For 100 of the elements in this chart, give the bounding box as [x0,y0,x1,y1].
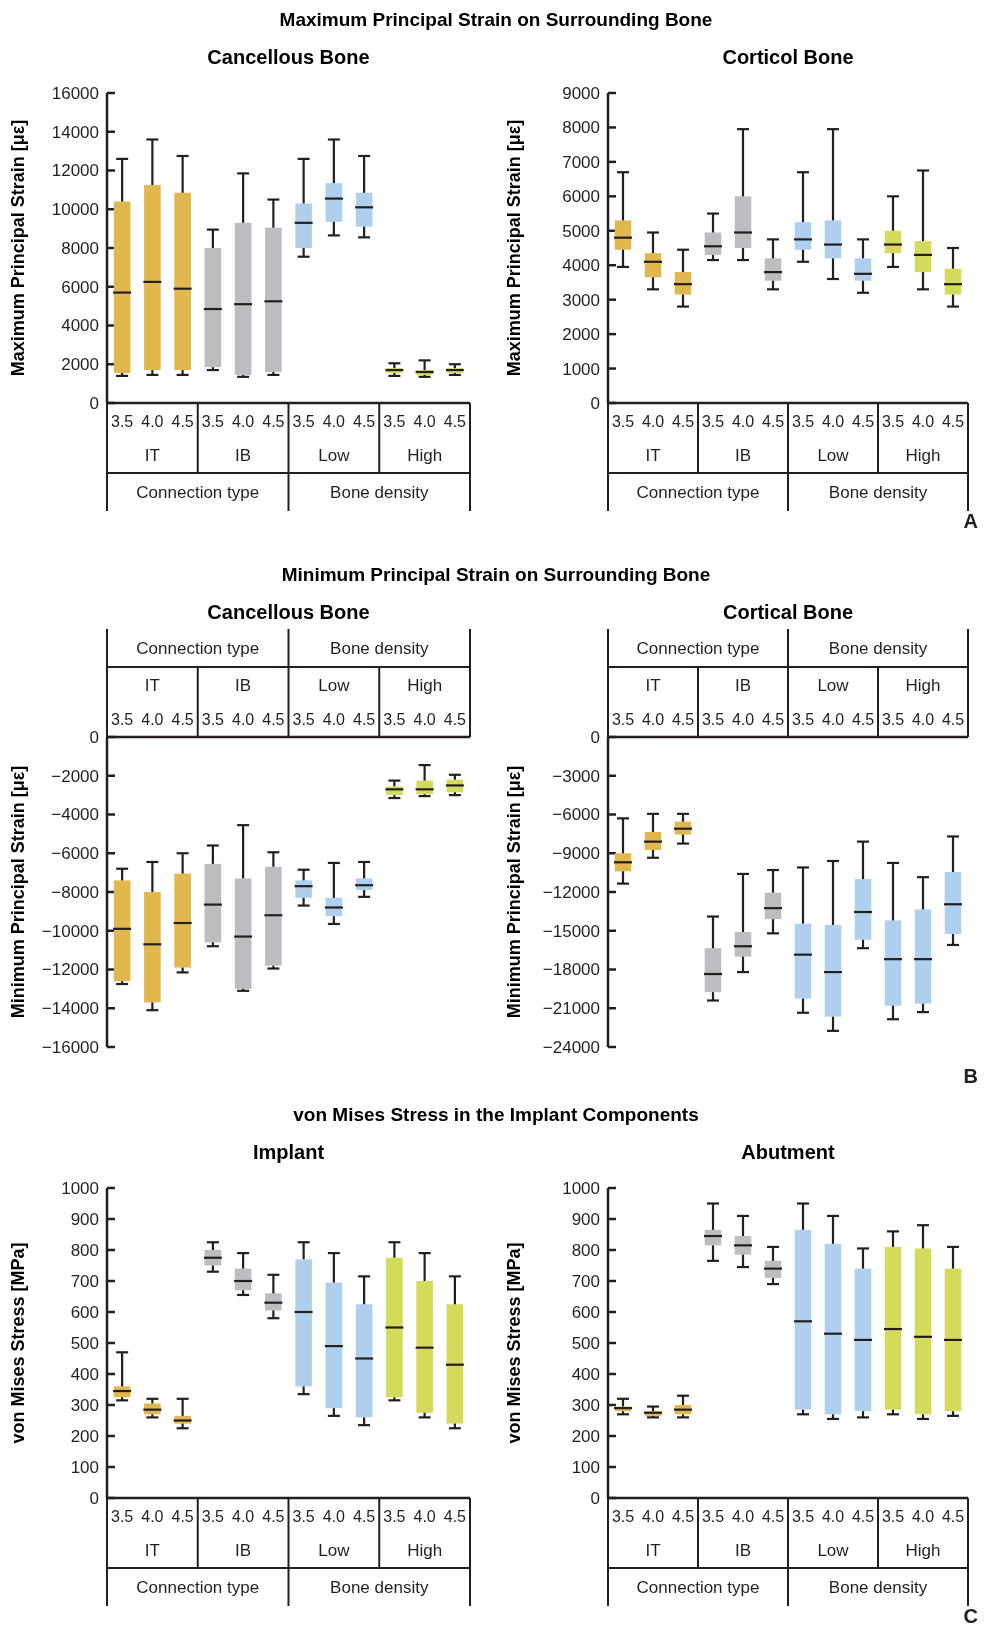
x-tick-label: 4.0 [413,412,436,430]
text: B [963,1065,978,1087]
x-tick-label: 4.5 [851,412,875,430]
y-tick-label: 200 [571,1426,600,1446]
x-tick-label: 4.0 [821,710,845,728]
x-tick-label: 3.5 [881,412,905,430]
y-tick-label: −12000 [542,882,600,902]
text: Low [817,445,850,465]
x-tick-label: 4.0 [322,710,346,728]
text: IT [144,1540,160,1560]
x-tick-label: 4.5 [262,710,285,728]
y-tick-label: 4000 [61,316,99,336]
text: Connection type [136,638,260,658]
x-tick-label: 3.5 [292,1507,315,1525]
x-tick-label: 4.5 [353,710,376,728]
y-tick-label: 700 [571,1271,600,1291]
x-tick-label: 4.0 [413,1507,436,1525]
y-axis-title: Minimum Principal Strain [με] [504,765,524,1019]
x-tick-label: 4.0 [731,1507,755,1525]
y-tick-label: 8000 [61,238,99,258]
chart-subtitle: Cancellous Bone [207,46,370,68]
y-tick-label: −15000 [542,921,600,941]
y-tick-label: 1000 [61,1178,99,1198]
text: Low [817,1540,850,1560]
x-tick-label: 3.5 [611,412,635,430]
x-tick-label: 3.5 [292,412,315,430]
y-tick-label: −8000 [51,882,99,902]
y-tick-label: 1000 [562,1178,600,1198]
x-tick-label: 3.5 [701,710,725,728]
x-tick-label: 3.5 [292,710,315,728]
x-tick-label: 3.5 [881,710,905,728]
y-tick-label: 600 [70,1302,99,1322]
x-tick-label: 4.5 [262,412,285,430]
x-tick-label: 4.5 [171,1507,194,1525]
x-tick-label: 4.0 [232,1507,255,1525]
y-tick-label: −24000 [542,1037,600,1057]
y-tick-label: 900 [70,1209,99,1229]
text: High [407,1540,443,1560]
x-tick-label: 4.0 [821,412,845,430]
y-tick-label: −16000 [41,1037,99,1057]
text: IB [734,675,752,695]
chart-title: Minimum Principal Strain on Surrounding Bone [281,564,711,585]
y-axis-title: Maximum Principal Strain [με] [8,119,28,377]
x-tick-label: 4.0 [641,1507,665,1525]
x-tick-label: 4.5 [941,710,965,728]
x-tick-label: 4.5 [851,1507,875,1525]
text: High [905,445,941,465]
y-tick-label: 0 [590,727,600,747]
x-tick-label: 4.5 [262,1507,285,1525]
text: High [407,675,443,695]
x-tick-label: 3.5 [791,1507,815,1525]
text: Low [318,675,351,695]
text: Bone density [828,1577,928,1597]
text: IB [734,1540,752,1560]
x-tick-label: 4.0 [731,710,755,728]
x-tick-label: 4.5 [851,710,875,728]
y-tick-label: 200 [70,1426,99,1446]
x-tick-label: 4.0 [413,710,436,728]
y-tick-label: 8000 [562,118,600,138]
y-tick-label: −12000 [41,960,99,980]
y-tick-label: 800 [70,1240,99,1260]
x-tick-label: 4.0 [141,1507,164,1525]
y-tick-label: 100 [571,1457,600,1477]
y-tick-label: 0 [590,393,600,413]
x-tick-label: 3.5 [201,710,225,728]
y-tick-label: 400 [70,1364,99,1384]
chart-title: von Mises Stress in the Implant Components [293,1104,699,1125]
x-tick-label: 4.0 [821,1507,845,1525]
text: Low [817,675,850,695]
x-tick-label: 4.0 [911,1507,935,1525]
x-tick-label: 3.5 [201,1507,225,1525]
x-tick-label: 4.5 [671,412,695,430]
x-tick-label: 4.0 [232,710,255,728]
y-tick-label: 300 [571,1395,600,1415]
x-tick-label: 4.5 [171,412,194,430]
text: IT [645,445,661,465]
x-tick-label: 4.5 [353,412,376,430]
chart-subtitle: Implant [252,1141,325,1163]
text: C [963,1605,978,1627]
text: A [963,510,978,532]
text: IB [235,675,252,695]
text: Connection type [636,482,760,502]
y-tick-label: 500 [70,1333,99,1353]
x-tick-label: 3.5 [383,710,406,728]
y-tick-label: −14000 [41,999,99,1019]
y-tick-label: 900 [571,1209,600,1229]
y-tick-label: 2000 [562,325,600,345]
x-tick-label: 4.0 [322,412,346,430]
y-tick-label: 7000 [562,152,600,172]
y-tick-label: 500 [571,1333,600,1353]
y-tick-label: 600 [571,1302,600,1322]
text: High [407,445,443,465]
x-tick-label: 4.0 [141,710,164,728]
x-tick-label: 4.5 [941,412,965,430]
y-tick-label: 10000 [51,200,99,220]
y-tick-label: −10000 [41,921,99,941]
y-tick-label: 14000 [51,122,99,142]
x-tick-label: 4.5 [941,1507,965,1525]
y-tick-label: 6000 [61,277,99,297]
x-tick-label: 4.5 [671,1507,695,1525]
